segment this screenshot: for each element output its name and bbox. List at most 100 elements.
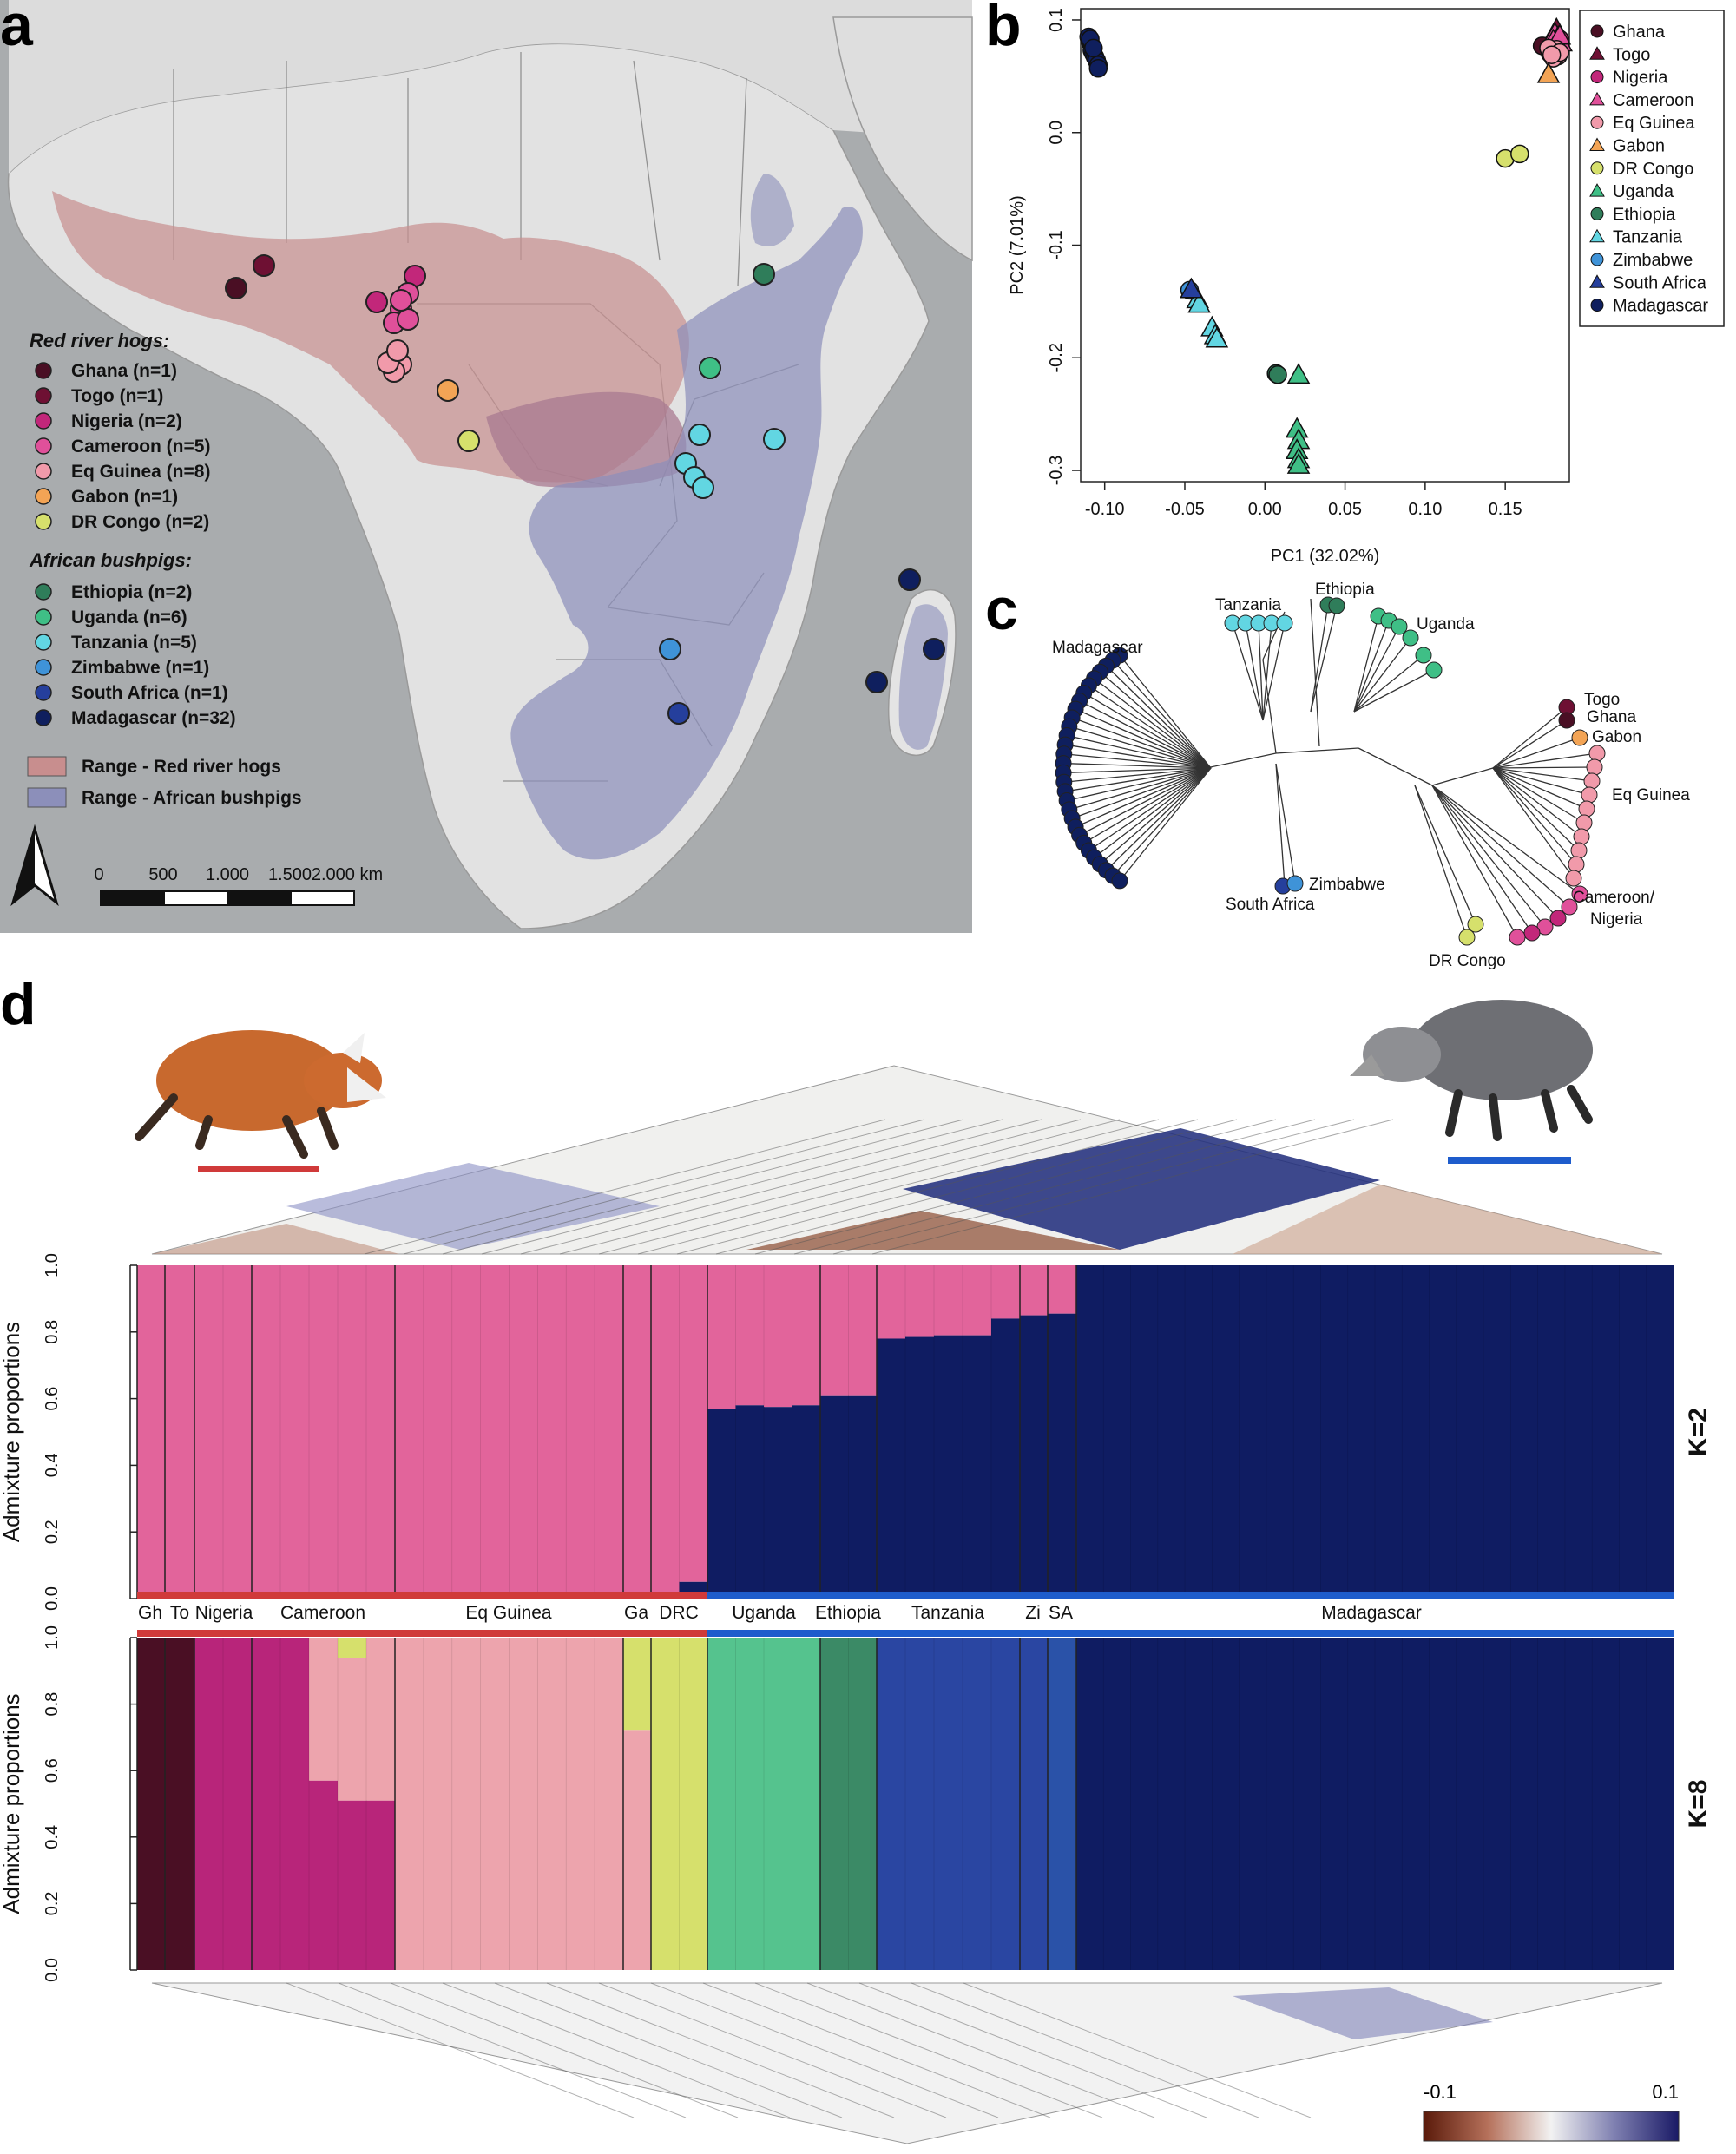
bushpig-illustration (1350, 1000, 1593, 1164)
red-river-hog-underline (198, 1166, 319, 1172)
k8-bar-segment (1048, 1638, 1077, 1970)
k8-bar-segment (423, 1638, 453, 1970)
tree-branch (1066, 734, 1212, 769)
tree-branch (1353, 669, 1435, 713)
top-triangle-gridline (403, 1119, 925, 1255)
arabia (832, 16, 973, 262)
admix-group-label: DRC (659, 1603, 699, 1623)
top-triangle-gridline (364, 1119, 886, 1255)
pca-points (1079, 16, 1574, 474)
tree-branch (1492, 767, 1577, 865)
tree-branch (1492, 767, 1582, 837)
k8-bar-segment (137, 1638, 166, 1970)
admix-y-tick-label: 0.2 (43, 1520, 62, 1544)
legend-blue-label: Zimbabwe (n=1) (71, 658, 209, 678)
k2-bar-pink (1020, 1265, 1049, 1316)
tree-branch (1353, 654, 1424, 713)
tree-tip (1575, 814, 1593, 831)
legend-blue-label: Madagascar (n=32) (71, 708, 236, 728)
tree-branch (1310, 598, 1320, 747)
top-triangle-gridline (559, 1119, 1082, 1255)
map-point-tanzania (688, 424, 711, 446)
bottom-triangle-block (1233, 1987, 1493, 2039)
tree-label: Togo (1584, 691, 1620, 709)
map-panel: Red river hogs: Ghana (n=1) Togo (n=1) Nige… (0, 0, 973, 933)
k8-bar-segment (252, 1638, 281, 1970)
tree-branch (1071, 717, 1212, 769)
legend-blue-marker (35, 583, 52, 601)
red-river-hog-illustration (135, 1030, 386, 1172)
tree-branch (1492, 767, 1580, 851)
legend-blue-label: Ethiopia (n=2) (71, 582, 192, 602)
tree-tip (1458, 929, 1476, 946)
legend-blue-marker (35, 709, 52, 726)
k2-bar-navy (1320, 1265, 1349, 1599)
tree-branch (1094, 767, 1212, 858)
pca-legend: Ghana Togo Nigeria Cameroon Eq Guinea Gabon DR… (1579, 10, 1725, 327)
map-point-madagascar (923, 638, 945, 660)
bushpig-range-north (750, 174, 794, 246)
k2-bar-navy (1347, 1265, 1376, 1599)
scale-label: 2.000 km (312, 865, 383, 884)
k8-bar-segment (1347, 1638, 1376, 1970)
k2-bar-navy (1130, 1265, 1159, 1599)
k2-bar-pink (395, 1265, 424, 1599)
map-point-dr-congo (457, 430, 480, 452)
pca-legend-label: DR Congo (1613, 160, 1693, 179)
tree-branch (1262, 622, 1286, 721)
k2-bar-pink (280, 1265, 310, 1599)
pca-y-tick-label: 0.1 (1047, 8, 1066, 32)
map-point-tanzania (763, 428, 786, 450)
map-legend: Red river hogs: Ghana (n=1) Togo (n=1) Nige… (27, 330, 302, 808)
pca-legend-box (1579, 10, 1725, 327)
tree-tip (1573, 828, 1590, 845)
tree-tip (1565, 870, 1582, 887)
bottom-triangle-gridline (546, 1982, 895, 2118)
tree-branch (1112, 660, 1212, 769)
pca-legend-label: South Africa (1613, 273, 1707, 292)
bottom-triangle-gridline (494, 1982, 843, 2118)
pca-legend-marker (1590, 253, 1604, 266)
k2-red-river-hog-band (137, 1592, 707, 1599)
map-point-tanzania (692, 476, 714, 499)
tree-branch (1106, 767, 1212, 871)
pca-panel: -0.10 -0.05 0.00 0.05 0.10 0.15 0.1 0.0 -0.1 -0.2… (1008, 8, 1725, 566)
admix-y-tick-label: 1.0 (43, 1253, 62, 1277)
tree-tip (1415, 647, 1432, 664)
k2-bar-pink (165, 1265, 195, 1599)
k8-bar-segment (991, 1638, 1021, 1970)
top-triangle-brown-block-1 (746, 1211, 1120, 1250)
map-point-south-africa (667, 702, 690, 725)
tree-branch (1079, 767, 1212, 836)
legend-red-marker (35, 412, 52, 430)
k2-bar-navy (1157, 1265, 1186, 1599)
tree-label: Madagascar (1052, 639, 1143, 657)
map-point-eq-guinea (386, 339, 409, 362)
k2-bar-pink (877, 1265, 906, 1339)
tree-branch (1099, 767, 1212, 865)
bottom-triangle-gridline (598, 1982, 947, 2118)
legend-blue-marker (35, 659, 52, 676)
k2-bushpig-band (707, 1592, 1674, 1599)
admix-y-label: Admixture proportions (0, 1322, 24, 1542)
k2-bar-navy (1564, 1265, 1593, 1599)
k8-bar-segment (1293, 1638, 1321, 1970)
bottom-triangle-gridline (806, 1982, 1155, 2118)
k8-bar-segment (1402, 1638, 1430, 1970)
colorbar (1423, 2111, 1680, 2142)
k8-bar-segment (1429, 1638, 1457, 1970)
k2-bar-pink (566, 1265, 595, 1599)
legend-red-marker (35, 513, 52, 530)
pca-legend-marker (1590, 299, 1604, 312)
tree-branch (1245, 622, 1264, 721)
tree-branch (1275, 763, 1296, 884)
tree-branch (1275, 747, 1359, 754)
admix-group-label: Tanzania (911, 1603, 984, 1623)
admixture-panel: 0.0 0.2 0.4 0.6 0.8 1.0 Admixture proportions K… (0, 1000, 1713, 2144)
map-point-ghana (225, 277, 247, 299)
k8-bar-segment (1564, 1638, 1593, 1970)
pca-x-tick-label: 0.05 (1328, 500, 1362, 519)
pca-legend-label: Nigeria (1613, 69, 1668, 88)
k8-bar-segment (309, 1780, 339, 1970)
